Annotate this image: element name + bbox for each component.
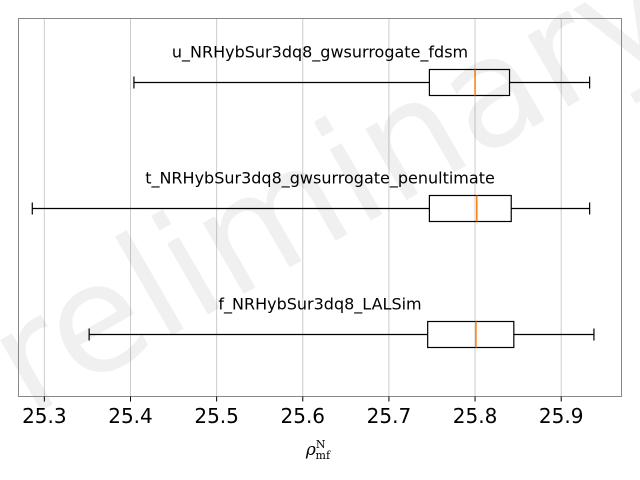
x-axis-label: ρN mf: [305, 438, 331, 462]
box-plot-item: t_NRHybSur3dq8_gwsurrogate_penultimate: [31, 169, 591, 223]
plot-frame: [18, 18, 622, 397]
x-tick-label: 25.4: [108, 404, 153, 428]
x-tick-label: 25.8: [453, 404, 498, 428]
iqr-box: [428, 68, 511, 97]
box-plot-item: f_NRHybSur3dq8_LALSim: [88, 295, 595, 349]
x-tick-label: 25.3: [22, 404, 67, 428]
box-label: f_NRHybSur3dq8_LALSim: [218, 295, 421, 315]
x-axis: 25.3 25.4 25.5 25.6 25.7 25.8 25.9: [22, 396, 584, 428]
box-label: t_NRHybSur3dq8_gwsurrogate_penultimate: [145, 169, 495, 189]
box-plot-item: u_NRHybSur3dq8_gwsurrogate_fdsm: [133, 43, 591, 97]
x-tick-label: 25.6: [281, 404, 326, 428]
iqr-box: [427, 320, 515, 349]
x-tick-label: 25.5: [194, 404, 239, 428]
box-label: u_NRHybSur3dq8_gwsurrogate_fdsm: [172, 43, 468, 63]
x-tick-label: 25.7: [367, 404, 412, 428]
x-tick-label: 25.9: [539, 404, 584, 428]
box-plots: u_NRHybSur3dq8_gwsurrogate_fdsm t_NRHybSu…: [31, 43, 595, 349]
iqr-box: [428, 194, 512, 223]
